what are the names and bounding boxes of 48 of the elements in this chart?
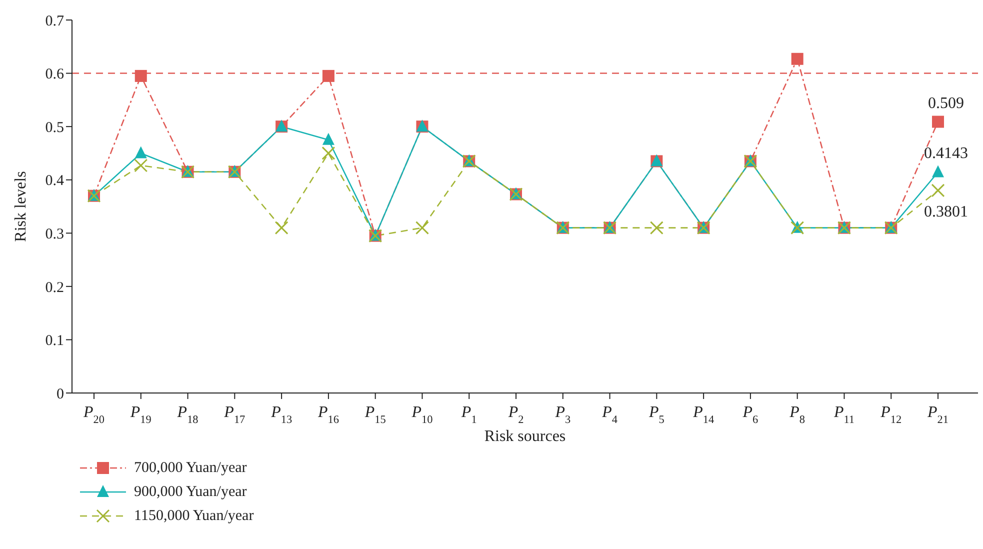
x-tick-label: P$_{4}$ bbox=[601, 404, 618, 426]
x-tick-label: P$_{6}$ bbox=[742, 404, 759, 426]
x-tick-label: P$_{14}$ bbox=[692, 404, 714, 426]
point bbox=[134, 70, 147, 82]
y-tick-label: 0.5 bbox=[45, 120, 64, 136]
point bbox=[322, 70, 334, 82]
point bbox=[650, 221, 664, 235]
point bbox=[322, 132, 334, 145]
point bbox=[932, 165, 944, 178]
x-tick-label: P$_{20}$ bbox=[82, 404, 105, 426]
y-tick-label: 0 bbox=[56, 386, 64, 402]
point bbox=[134, 146, 147, 158]
data-label: 0.3801 bbox=[924, 203, 968, 220]
x-tick-label: P$_{21}$ bbox=[926, 404, 948, 426]
x-tick-label: P$_{10}$ bbox=[410, 404, 434, 426]
point bbox=[322, 146, 336, 160]
x-tick-label: P$_{2}$ bbox=[507, 404, 524, 426]
x-tick-label: P$_{1}$ bbox=[460, 404, 477, 426]
x-tick-label: P$_{11}$ bbox=[832, 404, 855, 426]
point bbox=[415, 221, 429, 235]
legend-label: 700,000 Yuan/year bbox=[134, 460, 247, 476]
x-tick-label: P$_{17}$ bbox=[223, 404, 246, 426]
x-tick-label: P$_{5}$ bbox=[648, 404, 665, 426]
legend-label: 1150,000 Yuan/year bbox=[134, 508, 254, 524]
y-tick-label: 0.3 bbox=[45, 226, 64, 242]
x-tick-label: P$_{19}$ bbox=[129, 404, 152, 426]
x-tick-label: P$_{18}$ bbox=[176, 404, 199, 426]
x-tick-label: P$_{15}$ bbox=[364, 404, 386, 426]
x-tick-label: P$_{13}$ bbox=[270, 404, 292, 426]
x-tick-label: P$_{8}$ bbox=[788, 404, 806, 426]
point bbox=[134, 158, 148, 172]
x-tick-label: P$_{12}$ bbox=[880, 404, 902, 426]
data-label: 0.509 bbox=[928, 94, 964, 112]
point bbox=[932, 116, 944, 128]
point bbox=[274, 221, 288, 235]
y-axis-title: Risk levels bbox=[12, 171, 30, 242]
x-tick-label: P$_{3}$ bbox=[554, 404, 571, 426]
point bbox=[791, 52, 804, 65]
y-tick-label: 0.4 bbox=[45, 173, 64, 190]
y-tick-label: 0.7 bbox=[45, 13, 64, 30]
x-tick-label: P$_{16}$ bbox=[316, 404, 340, 426]
y-tick-label: 0.2 bbox=[45, 280, 64, 296]
point bbox=[931, 184, 945, 198]
legend-label: 900,000 Yuan/year bbox=[134, 484, 247, 500]
data-label: 0.4143 bbox=[924, 145, 968, 162]
y-tick-label: 0.1 bbox=[45, 333, 64, 350]
y-tick-label: 0.6 bbox=[45, 66, 64, 83]
x-axis-title: Risk sources bbox=[484, 428, 566, 445]
